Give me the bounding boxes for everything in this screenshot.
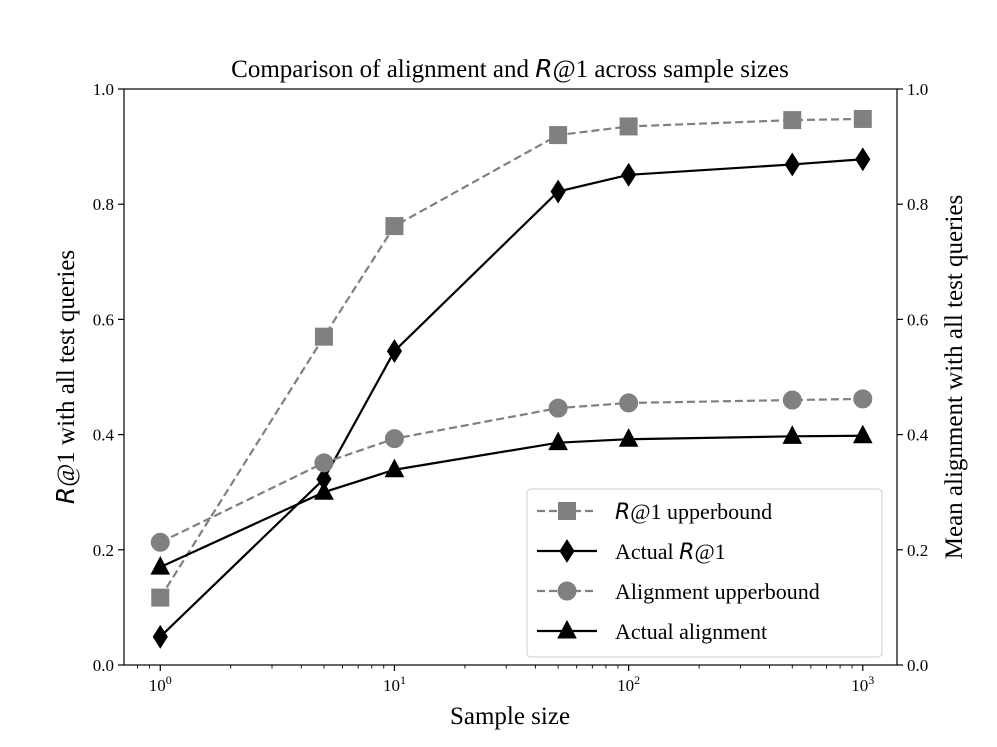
- data-point-align_upper: [782, 390, 802, 410]
- data-point-r1_upper: [385, 217, 404, 236]
- data-point-r1_upper: [549, 126, 568, 145]
- data-point-align_upper: [384, 429, 404, 449]
- data-point-r1_upper: [151, 588, 170, 607]
- legend-marker-circle: [557, 581, 577, 601]
- y-tick-label: 0.4: [93, 426, 115, 445]
- legend-marker-square: [558, 502, 576, 520]
- data-point-actual_align: [384, 458, 405, 478]
- legend-label: Actual alignment: [615, 619, 767, 644]
- data-point-actual_r1: [855, 147, 871, 172]
- data-point-actual_r1: [784, 152, 800, 177]
- data-point-actual_align: [314, 481, 334, 500]
- legend-marker-triangle: [557, 619, 577, 639]
- y-tick-label: 0.0: [93, 656, 114, 675]
- x-tick-label: 101: [383, 673, 406, 695]
- y-tick-label: 0.2: [93, 541, 114, 560]
- y-tick-label: 1.0: [93, 80, 114, 99]
- y2-tick-label: 0.8: [907, 195, 928, 214]
- y2-tick-label: 0.6: [907, 310, 928, 329]
- legend: R@1 upperbound Actual R@1 Alignment upperb…: [526, 488, 883, 658]
- data-point-align_upper: [853, 389, 873, 409]
- legend-item-r1_upper: R@1 upperbound: [537, 499, 772, 525]
- y2-tick-label: 0.0: [907, 656, 928, 675]
- data-point-align_upper: [150, 532, 170, 552]
- plot-frame: [123, 88, 898, 666]
- data-point-actual_align: [782, 425, 803, 444]
- y2-tick-label: 0.2: [907, 541, 928, 560]
- data-point-align_upper: [314, 453, 334, 473]
- x-tick-label: 100: [149, 673, 172, 695]
- legend-item-align_upper: Alignment upperbound: [537, 579, 820, 604]
- data-point-r1_upper: [619, 117, 638, 136]
- data-point-r1_upper: [853, 109, 872, 128]
- data-point-actual_align: [548, 431, 568, 451]
- data-point-r1_upper: [783, 111, 802, 130]
- x-axis-label: Sample size: [450, 703, 570, 730]
- y-axis-label: R@1 with all test queries: [51, 250, 80, 504]
- x-tick-label: 103: [851, 673, 874, 695]
- y-tick-label: 0.8: [93, 195, 114, 214]
- legend-item-actual_r1: Actual R@1: [537, 539, 726, 565]
- legend-marker-diamond: [559, 539, 575, 563]
- chart-title: Comparison of alignment and R@1 across s…: [231, 54, 789, 83]
- data-point-align_upper: [548, 398, 568, 418]
- legend-item-actual_align: Actual alignment: [537, 619, 767, 644]
- data-point-actual_r1: [550, 179, 566, 204]
- data-point-align_upper: [619, 393, 639, 413]
- x-tick-label: 102: [617, 673, 640, 695]
- data-point-actual_r1: [152, 624, 168, 649]
- data-point-actual_r1: [386, 339, 403, 364]
- data-point-r1_upper: [314, 327, 333, 346]
- legend-box: [526, 488, 883, 658]
- legend-label: R@1 upperbound: [615, 499, 772, 525]
- y-tick-label: 0.6: [93, 310, 114, 329]
- legend-label: Actual R@1: [615, 539, 726, 565]
- data-point-actual_align: [852, 424, 873, 444]
- data-point-actual_align: [618, 428, 639, 447]
- y2-tick-label: 1.0: [907, 80, 928, 99]
- data-point-actual_r1: [621, 162, 637, 187]
- legend-label: Alignment upperbound: [615, 579, 820, 604]
- y2-axis-label: Mean alignment with all test queries: [941, 195, 968, 560]
- y2-tick-label: 0.4: [907, 426, 929, 445]
- data-point-actual_align: [150, 556, 171, 575]
